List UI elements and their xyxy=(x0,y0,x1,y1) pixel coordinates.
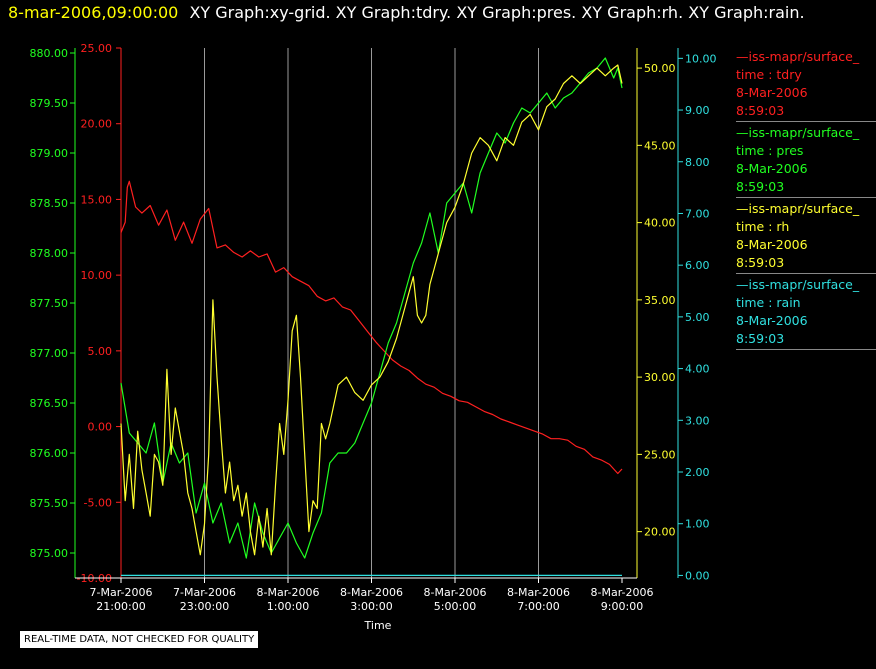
pres-tick-label: 879.00 xyxy=(30,147,69,160)
rh-series-line xyxy=(120,64,623,556)
x-tick-label-date: 8-Mar-2006 xyxy=(424,586,487,599)
legend-date: 8-Mar-2006 xyxy=(736,237,808,252)
tdry-tick-label: 25.00 xyxy=(81,42,113,55)
x-tick-label-date: 8-Mar-2006 xyxy=(591,586,654,599)
legend-entry: —iss-mapr/surface_time : tdry 8-Mar-2006 8… xyxy=(736,48,876,122)
pres-tick-label: 875.50 xyxy=(30,497,69,510)
rh-tick-label: 30.00 xyxy=(644,371,676,384)
legend-var: time : rh xyxy=(736,219,790,234)
x-tick-label-time: 5:00:00 xyxy=(434,600,476,613)
title-bar: 8-mar-2006,09:00:00 XY Graph:xy-grid. XY… xyxy=(8,3,805,22)
legend-time: 8:59:03 xyxy=(736,331,785,346)
legend-time: 8:59:03 xyxy=(736,255,785,270)
title-graphs: XY Graph:xy-grid. XY Graph:tdry. XY Grap… xyxy=(189,3,805,22)
legend-entry: —iss-mapr/surface_time : rh 8-Mar-2006 8:5… xyxy=(736,200,876,274)
rain-tick-label: 7.00 xyxy=(685,207,710,220)
pres-tick-label: 876.50 xyxy=(30,397,69,410)
legend-var: time : tdry xyxy=(736,67,802,82)
x-tick-label-date: 7-Mar-2006 xyxy=(173,586,236,599)
x-tick-label-time: 1:00:00 xyxy=(267,600,309,613)
title-date: 8-mar-2006,09:00:00 xyxy=(8,3,179,22)
pres-tick-label: 878.00 xyxy=(30,247,69,260)
rain-tick-label: 8.00 xyxy=(685,156,710,169)
tdry-tick-label: 5.00 xyxy=(88,345,113,358)
pres-tick-label: 878.50 xyxy=(30,197,69,210)
pres-tick-label: 879.50 xyxy=(30,97,69,110)
legend-time: 8:59:03 xyxy=(736,179,785,194)
tdry-tick-label: 0.00 xyxy=(88,421,113,434)
legend-name: —iss-mapr/surface_ xyxy=(736,125,860,140)
tdry-tick-label: 10.00 xyxy=(81,269,113,282)
legend-name: —iss-mapr/surface_ xyxy=(736,277,860,292)
rain-tick-label: 10.00 xyxy=(685,52,717,65)
legend-var: time : rain xyxy=(736,295,801,310)
rh-tick-label: 50.00 xyxy=(644,62,676,75)
rain-tick-label: 9.00 xyxy=(685,104,710,117)
x-tick-label-time: 7:00:00 xyxy=(517,600,559,613)
x-tick-label-time: 9:00:00 xyxy=(601,600,643,613)
pres-tick-label: 877.00 xyxy=(30,347,69,360)
rh-tick-label: 35.00 xyxy=(644,294,676,307)
legend-date: 8-Mar-2006 xyxy=(736,85,808,100)
tdry-tick-label: 20.00 xyxy=(81,118,113,131)
rh-tick-label: 45.00 xyxy=(644,139,676,152)
x-tick-label-time: 23:00:00 xyxy=(180,600,229,613)
x-axis-label: Time xyxy=(364,619,392,632)
pres-tick-label: 876.00 xyxy=(30,447,69,460)
legend-var: time : pres xyxy=(736,143,804,158)
rh-tick-label: 40.00 xyxy=(644,217,676,230)
legend-date: 8-Mar-2006 xyxy=(736,313,808,328)
legend-name: —iss-mapr/surface_ xyxy=(736,201,860,216)
x-tick-label-date: 8-Mar-2006 xyxy=(507,586,570,599)
rain-tick-label: 4.00 xyxy=(685,363,710,376)
rain-tick-label: 0.00 xyxy=(685,569,710,582)
tdry-tick-label: 15.00 xyxy=(81,193,113,206)
rain-tick-label: 6.00 xyxy=(685,259,710,272)
x-tick-label-time: 3:00:00 xyxy=(350,600,392,613)
legend: —iss-mapr/surface_ time : tdry 8-Mar-2006 8… xyxy=(736,48,876,352)
pres-series-line xyxy=(120,57,623,559)
legend-entry: —iss-mapr/surface_time : pres 8-Mar-2006 8… xyxy=(736,124,876,198)
x-tick-label-date: 7-Mar-2006 xyxy=(90,586,153,599)
legend-name: —iss-mapr/surface_ xyxy=(736,49,860,64)
x-tick-label-date: 8-Mar-2006 xyxy=(340,586,403,599)
tdry-series-line xyxy=(120,180,623,475)
legend-time: 8:59:03 xyxy=(736,103,785,118)
rain-tick-label: 1.00 xyxy=(685,518,710,531)
x-tick-label-date: 8-Mar-2006 xyxy=(257,586,320,599)
pres-tick-label: 877.50 xyxy=(30,297,69,310)
tdry-tick-label: -5.00 xyxy=(84,496,112,509)
rain-tick-label: 2.00 xyxy=(685,466,710,479)
rain-tick-label: 5.00 xyxy=(685,311,710,324)
legend-entry: —iss-mapr/surface_time : rain 8-Mar-2006 8… xyxy=(736,276,876,350)
rh-tick-label: 25.00 xyxy=(644,448,676,461)
legend-date: 8-Mar-2006 xyxy=(736,161,808,176)
pres-tick-label: 875.00 xyxy=(30,547,69,560)
rain-tick-label: 3.00 xyxy=(685,414,710,427)
rh-tick-label: 20.00 xyxy=(644,526,676,539)
pres-tick-label: 880.00 xyxy=(30,47,69,60)
x-tick-label-time: 21:00:00 xyxy=(96,600,145,613)
quality-disclaimer: REAL-TIME DATA, NOT CHECKED FOR QUALITY xyxy=(20,631,259,648)
